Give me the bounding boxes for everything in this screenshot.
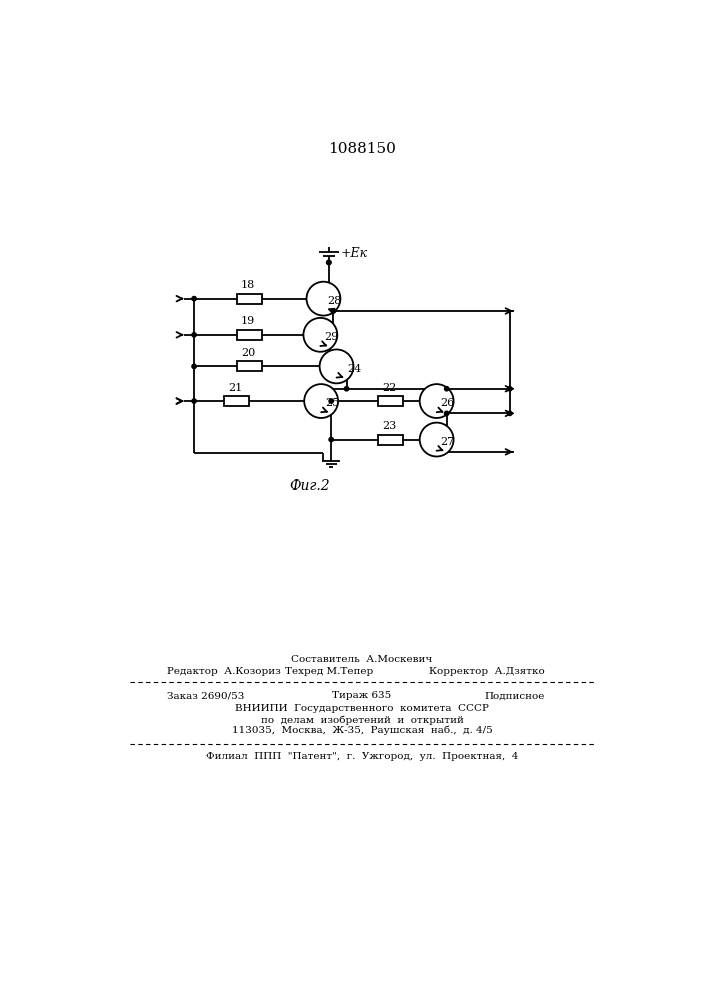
Bar [378,396,403,406]
Text: 26: 26 [440,398,455,408]
Circle shape [508,387,512,391]
Text: 29: 29 [325,332,339,342]
Bar [238,361,262,371]
Bar [238,294,262,304]
Text: +Eк: +Eк [341,247,368,260]
Circle shape [508,411,512,416]
Text: 23: 23 [382,421,396,431]
Circle shape [320,349,354,383]
Circle shape [445,411,449,416]
Circle shape [307,282,340,316]
Text: 25: 25 [325,398,339,408]
Circle shape [192,296,197,301]
Text: Тираж 635: Тираж 635 [332,691,392,700]
Circle shape [329,399,333,403]
Text: 18: 18 [241,280,255,290]
Text: по  делам  изобретений  и  открытий: по делам изобретений и открытий [260,715,463,725]
Circle shape [192,333,197,337]
Text: Составитель  А.Москевич: Составитель А.Москевич [291,654,433,664]
Text: ВНИИПИ  Государственного  комитета  СССР: ВНИИПИ Государственного комитета СССР [235,704,489,713]
Text: 22: 22 [382,383,396,393]
Text: Редактор  А.Козориз: Редактор А.Козориз [167,667,281,676]
Circle shape [332,309,336,313]
Circle shape [420,384,454,418]
Circle shape [304,384,338,418]
Text: 28: 28 [327,296,341,306]
Circle shape [303,318,337,352]
Circle shape [192,364,197,369]
Text: Подписное: Подписное [484,691,544,700]
Text: 21: 21 [228,383,242,393]
Circle shape [344,387,349,391]
Circle shape [192,399,197,403]
Circle shape [327,260,331,265]
Text: 20: 20 [241,348,255,358]
Text: Техред М.Тепер: Техред М.Тепер [285,667,373,676]
Circle shape [445,387,449,391]
Circle shape [329,437,333,442]
Text: 27: 27 [440,437,455,447]
Text: 19: 19 [241,316,255,326]
Text: Корректор  А.Дзятко: Корректор А.Дзятко [428,667,544,676]
Bar [224,396,249,406]
Text: 24: 24 [347,364,361,374]
Bar [378,435,403,445]
Text: Заказ 2690/53: Заказ 2690/53 [167,691,245,700]
Text: 113035,  Москва,  Ж-35,  Раушская  наб.,  д. 4/5: 113035, Москва, Ж-35, Раушская наб., д. … [232,726,492,735]
Text: 1088150: 1088150 [328,142,396,156]
Text: Фиг.2: Фиг.2 [289,479,330,493]
Circle shape [420,423,454,456]
Bar [238,330,262,340]
Text: Филиал  ППП  "Патент",  г.  Ужгород,  ул.  Проектная,  4: Филиал ППП "Патент", г. Ужгород, ул. Про… [206,752,518,761]
